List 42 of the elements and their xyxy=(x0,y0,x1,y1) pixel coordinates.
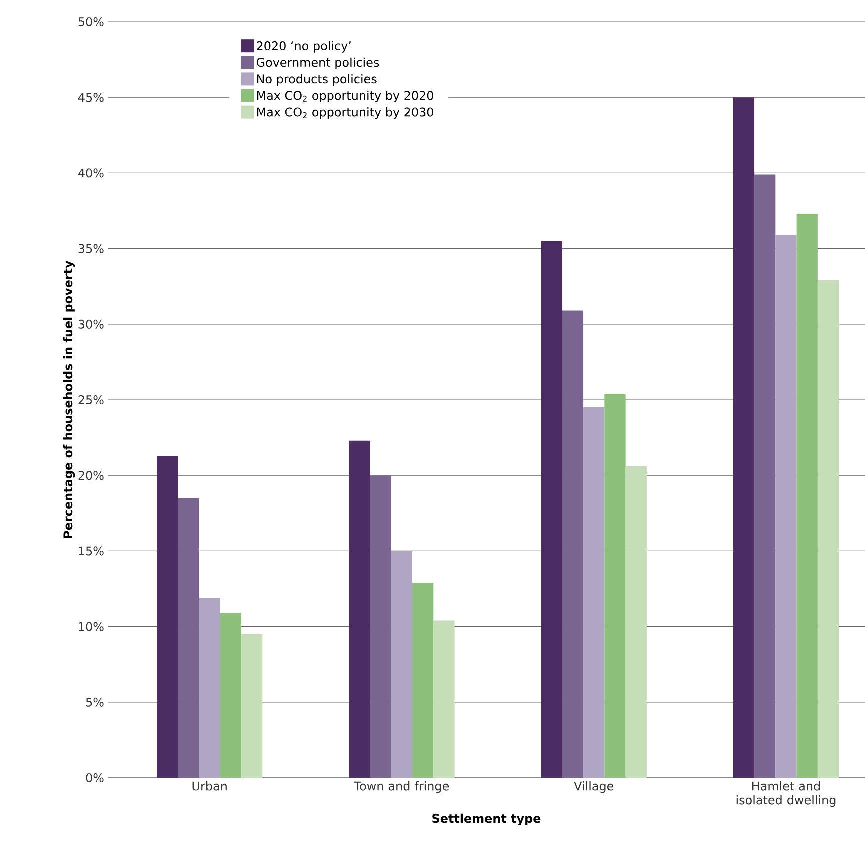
bar xyxy=(199,598,220,778)
bar xyxy=(434,620,455,778)
bar xyxy=(178,498,200,778)
legend-label: No products policies xyxy=(257,74,377,86)
y-tick-label: 30% xyxy=(78,320,104,329)
x-tick-label: Village xyxy=(574,782,614,794)
y-tick-label: 45% xyxy=(78,93,104,102)
y-tick-label: 20% xyxy=(78,471,104,480)
x-tick-label: Town and fringe xyxy=(354,782,450,794)
bar xyxy=(776,235,797,778)
legend-label: Max CO$_{2}$ opportunity by 2030 xyxy=(257,108,434,120)
y-tick-label: 5% xyxy=(86,698,104,707)
bar xyxy=(604,394,626,778)
legend-label: Government policies xyxy=(256,58,380,70)
bar xyxy=(412,582,434,778)
legend-label: 2020 ‘no policy’ xyxy=(257,41,351,53)
bar xyxy=(754,174,776,778)
bar xyxy=(220,613,242,778)
y-axis-title: Percentage of households in fuel poverty xyxy=(63,260,76,538)
y-tick-label: 50% xyxy=(78,17,104,27)
y-tick-label: 10% xyxy=(79,622,104,632)
y-tick-label: 15% xyxy=(79,546,104,556)
bar xyxy=(541,241,562,778)
bar xyxy=(242,634,263,778)
y-tick-label: 25% xyxy=(78,395,104,405)
bar xyxy=(349,440,370,778)
legend-label: Max CO$_{2}$ opportunity by 2020 xyxy=(257,90,434,103)
x-axis-title: Settlement type xyxy=(432,814,541,826)
bar xyxy=(584,408,605,778)
bar xyxy=(796,214,818,778)
x-tick-label: Hamlet and isolated dwelling xyxy=(736,782,836,808)
bar xyxy=(733,98,755,778)
bar xyxy=(562,310,584,778)
y-tick-label: 35% xyxy=(78,244,104,254)
y-tick-label: 0% xyxy=(86,773,104,783)
bar xyxy=(156,456,178,778)
bar xyxy=(370,476,392,778)
y-tick-label: 40% xyxy=(78,168,104,178)
bar xyxy=(391,551,413,778)
x-tick-label: Urban xyxy=(192,782,227,791)
bar xyxy=(818,280,840,778)
bar xyxy=(626,466,647,778)
